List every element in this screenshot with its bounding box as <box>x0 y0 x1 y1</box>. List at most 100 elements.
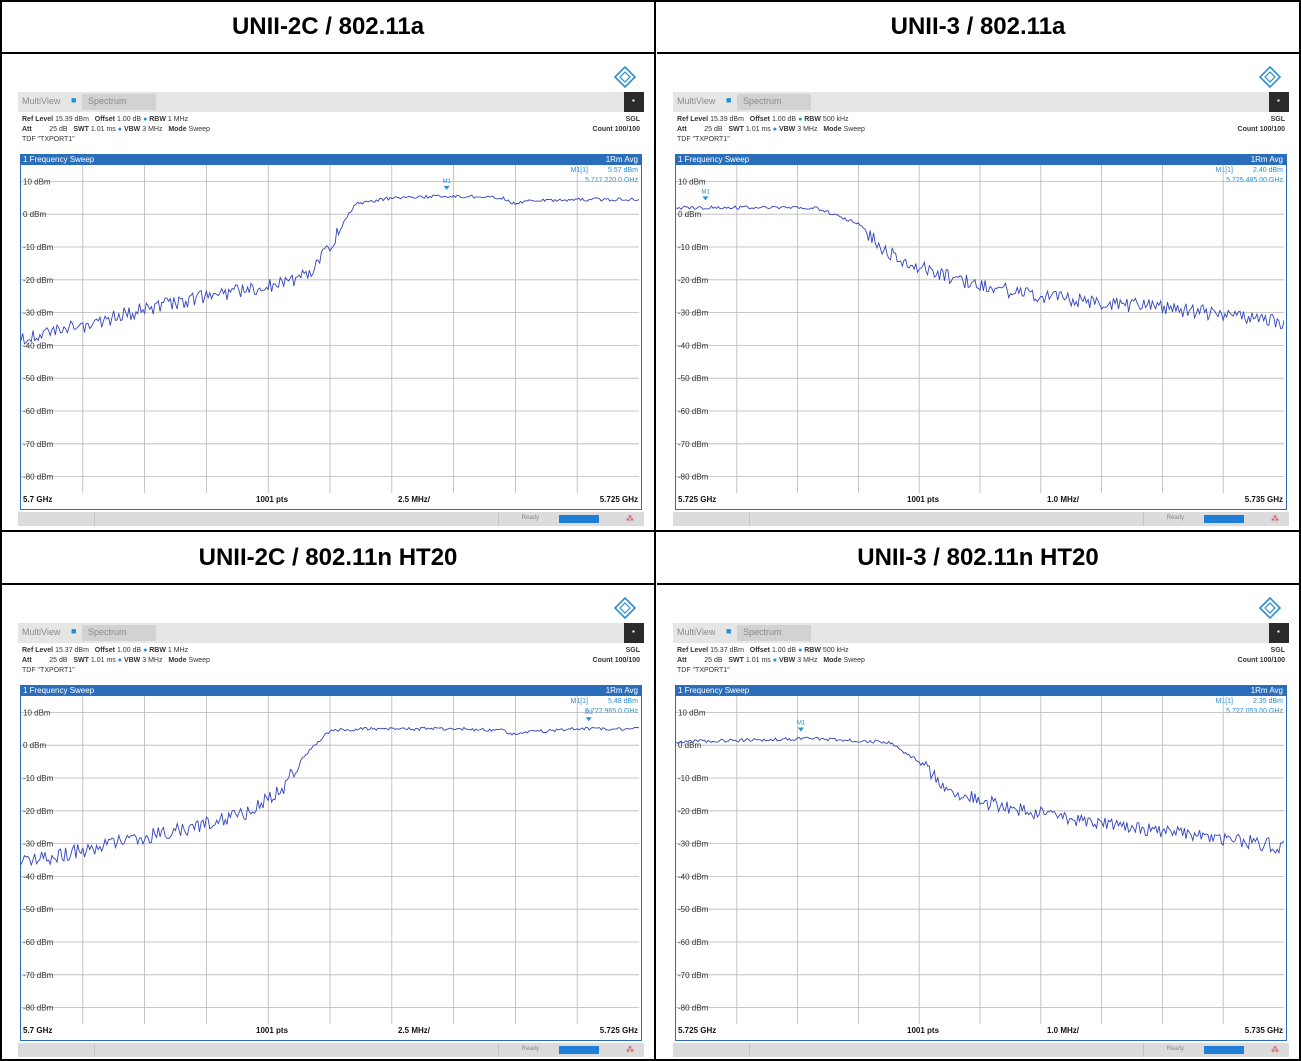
y-tick-label: -30 dBm <box>23 309 54 318</box>
att-value: 25 dB <box>704 126 723 133</box>
measurement-settings: Ref Level 15.39 dBm Offset 1.00 dB ● RBW… <box>22 116 640 150</box>
tdf-label: TDF "TXPORT1" <box>22 667 75 674</box>
measurement-settings: Ref Level 15.37 dBm Offset 1.00 dB ● RBW… <box>677 647 1285 681</box>
tdf-label: TDF "TXPORT1" <box>677 667 730 674</box>
rbw-value: 500 kHz <box>822 116 849 123</box>
stop-frequency: 5.735 GHz <box>1244 495 1283 504</box>
y-tick-label: -70 dBm <box>23 440 54 449</box>
settings-row-1: Ref Level 15.37 dBm Offset 1.00 dB ● RBW… <box>677 647 849 654</box>
count-label: Count 100/100 <box>592 126 640 133</box>
menu-button[interactable]: ▪ <box>1269 623 1289 643</box>
marker-triangle-icon[interactable] <box>585 717 592 722</box>
settings-row-2: Att 25 dB SWT 1.01 ms ● VBW 3 MHz Mode S… <box>22 126 210 133</box>
progress-bar <box>1204 1046 1244 1054</box>
y-tick-label: -80 dBm <box>678 473 709 482</box>
sweep-title-bar: 1 Frequency Sweep 1Rm Avg <box>676 155 1286 165</box>
start-frequency: 5.7 GHz <box>23 495 53 504</box>
mode-label: Mode <box>168 126 187 133</box>
rbw-value: 1 MHz <box>167 647 189 654</box>
vbw-value: 3 MHz <box>142 657 163 664</box>
y-tick-label: -70 dBm <box>678 440 709 449</box>
status-bar: Ready ⁂ <box>673 1043 1289 1057</box>
offset-label: Offset <box>94 647 116 654</box>
y-tick-label: -60 dBm <box>23 938 54 947</box>
y-tick-label: 10 dBm <box>678 177 706 186</box>
stop-frequency: 5.725 GHz <box>599 1026 638 1035</box>
menu-button[interactable]: ▪ <box>1269 92 1289 112</box>
warning-icon[interactable]: ⁂ <box>1271 1045 1279 1054</box>
swt-value: 1.01 ms <box>90 126 116 133</box>
frequency-sweep-window: 1 Frequency Sweep 1Rm Avg M1[1] 5.48 dBm 5.7… <box>20 685 642 1041</box>
coupling-dot-icon: ● <box>143 647 148 654</box>
swt-label: SWT <box>73 126 89 133</box>
ref-level-value: 15.39 dBm <box>55 116 89 123</box>
frequency-per-division: 1.0 MHz/ <box>1047 1026 1080 1035</box>
mode-value: Sweep <box>843 657 865 664</box>
vbw-label: VBW <box>123 657 141 664</box>
y-tick-label: -20 dBm <box>23 807 54 816</box>
status-ready: Ready <box>1166 515 1184 521</box>
measurement-settings: Ref Level 15.37 dBm Offset 1.00 dB ● RBW… <box>22 647 640 681</box>
marker-tag: M1 <box>443 179 452 185</box>
menu-button[interactable]: ▪ <box>624 92 644 112</box>
y-tick-label: -50 dBm <box>23 905 54 914</box>
rs-logo-icon <box>614 597 636 619</box>
marker-triangle-icon[interactable] <box>443 185 450 190</box>
spectrum-tab[interactable]: Spectrum <box>737 625 811 641</box>
swt-value: 1.01 ms <box>745 126 771 133</box>
analyzer-screenshot: MultiView ■ Spectrum ▪ Ref Level 15.37 dBm … <box>18 589 644 1057</box>
measurement-settings: Ref Level 15.39 dBm Offset 1.00 dB ● RBW… <box>677 116 1285 150</box>
menu-icon: ▪ <box>1277 96 1280 105</box>
coupling-dot-icon: ● <box>117 126 122 133</box>
coupling-dot-icon: ● <box>117 657 122 664</box>
multiview-tab[interactable]: MultiView <box>677 627 716 637</box>
coupling-dot-icon: ● <box>798 116 803 123</box>
att-value: 25 dB <box>704 657 723 664</box>
spectrum-tab-label: Spectrum <box>88 627 127 637</box>
menu-button[interactable]: ▪ <box>624 623 644 643</box>
coupling-dot-icon: ● <box>772 657 777 664</box>
sweep-axis-footer: 5.725 GHz 1001 pts 1.0 MHz/5.735 GHz <box>676 495 1286 507</box>
multiview-tab[interactable]: MultiView <box>22 627 61 637</box>
spectrum-tab[interactable]: Spectrum <box>82 625 156 641</box>
mode-value: Sweep <box>188 657 210 664</box>
y-tick-label: -60 dBm <box>23 407 54 416</box>
spectrum-tab[interactable]: Spectrum <box>82 94 156 110</box>
y-tick-label: -40 dBm <box>678 341 709 350</box>
y-tick-label: -80 dBm <box>23 1004 54 1013</box>
swt-label: SWT <box>728 657 744 664</box>
y-tick-label: -20 dBm <box>678 276 709 285</box>
rbw-value: 500 kHz <box>822 647 849 654</box>
coupling-dot-icon: ● <box>772 126 777 133</box>
y-tick-label: -40 dBm <box>23 872 54 881</box>
status-ready: Ready <box>521 515 539 521</box>
analyzer-screenshot: MultiView ■ Spectrum ▪ Ref Level 15.39 dBm … <box>18 58 644 526</box>
panel-title: UNII-3 / 802.11a <box>657 2 1299 54</box>
multiview-tab[interactable]: MultiView <box>22 96 61 106</box>
spectrum-tab[interactable]: Spectrum <box>737 94 811 110</box>
mode-value: Sweep <box>843 126 865 133</box>
att-label: Att <box>677 657 687 664</box>
rbw-label: RBW <box>804 116 821 123</box>
sweep-title: 1 Frequency Sweep <box>23 155 95 164</box>
marker-triangle-icon[interactable] <box>702 196 709 201</box>
warning-icon[interactable]: ⁂ <box>626 1045 634 1054</box>
y-tick-label: 0 dBm <box>23 210 46 219</box>
y-tick-label: -20 dBm <box>23 276 54 285</box>
status-divider <box>749 512 750 526</box>
sweep-points: 1001 pts <box>907 495 940 504</box>
multiview-toolbar: MultiView ■ Spectrum ▪ <box>18 623 644 643</box>
y-tick-label: -40 dBm <box>23 341 54 350</box>
multiview-tab[interactable]: MultiView <box>677 96 716 106</box>
marker-triangle-icon[interactable] <box>797 727 804 732</box>
settings-row-2: Att 25 dB SWT 1.01 ms ● VBW 3 MHz Mode S… <box>677 657 865 664</box>
rbw-label: RBW <box>149 647 166 654</box>
warning-icon[interactable]: ⁂ <box>626 514 634 523</box>
warning-icon[interactable]: ⁂ <box>1271 514 1279 523</box>
sgl-label: SGL <box>1270 647 1285 654</box>
multiview-toolbar: MultiView ■ Spectrum ▪ <box>673 92 1289 112</box>
y-tick-label: -50 dBm <box>23 374 54 383</box>
sweep-title: 1 Frequency Sweep <box>678 686 750 695</box>
spectrum-tab-label: Spectrum <box>88 96 127 106</box>
